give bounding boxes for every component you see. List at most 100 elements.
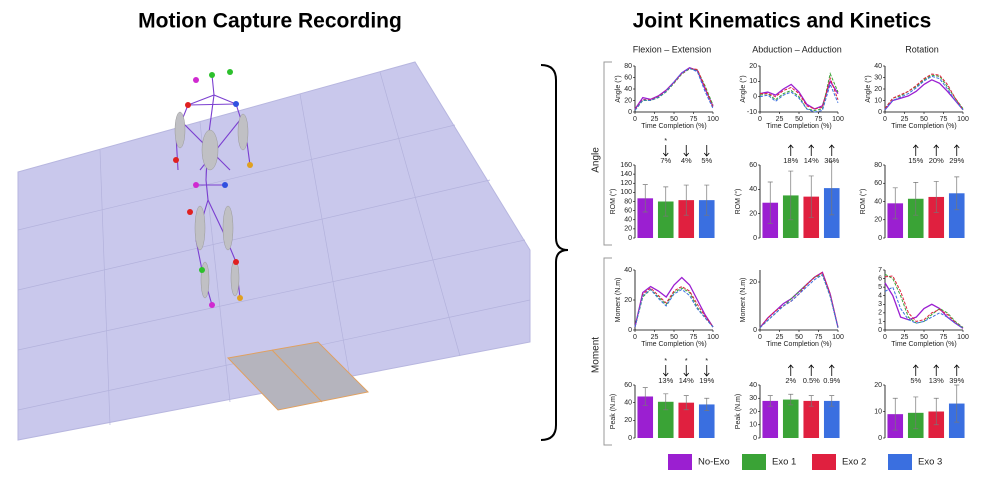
row-label: Angle [591, 147, 602, 173]
x-tick-label: 0 [883, 116, 887, 123]
change-label: 29% [949, 156, 964, 165]
change-arrow [703, 145, 710, 157]
series-line [884, 275, 964, 329]
series-line [634, 68, 714, 111]
right-title: Joint Kinematics and Kinetics [633, 10, 932, 33]
error-bar [933, 181, 939, 213]
y-axis-label: Angle (°) [614, 75, 622, 102]
change-label: 14% [679, 376, 694, 385]
row-label: Moment [591, 337, 602, 373]
y-axis-label: Peak (N.m) [735, 394, 742, 429]
y-tick-label: 20 [624, 97, 632, 104]
y-tick-label: 0 [878, 435, 882, 442]
y-tick-label: 0 [628, 435, 632, 442]
change-label: 0.5% [803, 376, 820, 385]
series-line [634, 288, 714, 328]
series-line [634, 67, 714, 110]
x-tick-label: 25 [776, 116, 784, 123]
y-axis-label: Angle (°) [864, 75, 872, 102]
axis [884, 66, 963, 113]
y-tick-label: 80 [624, 63, 632, 70]
y-tick-label: 0 [753, 327, 757, 334]
error-bar [663, 186, 669, 217]
axis [634, 270, 713, 331]
y-tick-label: 30 [874, 74, 882, 81]
error-bar [892, 187, 898, 220]
legend-label: Exo 1 [772, 457, 796, 468]
y-tick-label: 3 [878, 301, 882, 308]
legend-swatch [812, 454, 836, 470]
y-tick-label: 0 [878, 235, 882, 242]
mocap-scene [17, 61, 531, 441]
change-arrow [787, 144, 794, 156]
x-tick-label: 0 [883, 334, 887, 341]
legend-swatch [888, 454, 912, 470]
legend-label: Exo 2 [842, 457, 866, 468]
change-label: 14% [804, 156, 819, 165]
series-line [884, 286, 964, 329]
x-tick-label: 0 [758, 334, 762, 341]
y-axis-label: ROM (°) [859, 189, 867, 215]
series-line [759, 72, 839, 111]
change-label: 18% [783, 156, 798, 165]
x-tick-label: 25 [651, 116, 659, 123]
series-line [884, 73, 964, 110]
x-tick-label: 75 [940, 334, 948, 341]
change-arrow [912, 364, 919, 376]
x-tick-label: 75 [940, 116, 948, 123]
change-arrow [808, 144, 815, 156]
change-label: 36% [824, 156, 839, 165]
bracket [540, 64, 569, 441]
y-axis-label: ROM (°) [734, 189, 742, 215]
y-axis-label: Peak (N.m) [610, 394, 617, 429]
y-tick-label: 2 [878, 310, 882, 317]
y-axis-label: ROM (°) [609, 189, 617, 215]
column-title: Rotation [905, 44, 939, 54]
error-bar [913, 396, 919, 430]
change-arrow [953, 364, 960, 376]
bar [782, 399, 799, 438]
markers [173, 69, 253, 308]
y-tick-label: 20 [874, 86, 882, 93]
error-bar [954, 384, 960, 423]
series-line [759, 274, 839, 328]
y-tick-label: 40 [624, 267, 632, 274]
bar [657, 201, 674, 238]
error-bar [642, 387, 648, 406]
x-tick-label: 25 [651, 334, 659, 341]
x-tick-label: 50 [670, 334, 678, 341]
change-label: 20% [929, 156, 944, 165]
y-tick-label: 5 [878, 284, 882, 291]
y-axis-label: Moment (N.m) [615, 278, 622, 323]
change-arrow [662, 365, 669, 377]
significance-marker: * [664, 356, 667, 365]
y-tick-label: 0 [628, 109, 632, 116]
x-tick-label: 50 [795, 116, 803, 123]
y-tick-label: 20 [874, 217, 882, 224]
legend-swatch [668, 454, 692, 470]
error-bar [663, 393, 669, 411]
change-arrow [933, 364, 940, 376]
error-bar [683, 184, 689, 216]
change-arrow [662, 145, 669, 157]
y-tick-label: 10 [749, 78, 757, 85]
x-tick-label: 50 [795, 334, 803, 341]
x-tick-label: 75 [690, 334, 698, 341]
bar [887, 203, 904, 238]
y-axis-label: Moment (N.m) [740, 278, 747, 323]
y-tick-label: 20 [749, 211, 757, 218]
x-axis-label: Time Completion (%) [766, 341, 831, 348]
series-line [759, 274, 839, 328]
change-arrow [808, 364, 815, 376]
error-bar [767, 395, 773, 407]
bar [678, 402, 695, 438]
y-tick-label: 40 [749, 382, 757, 389]
y-tick-label: 40 [624, 217, 632, 224]
y-tick-label: 80 [874, 162, 882, 169]
y-tick-label: 4 [878, 293, 882, 300]
error-bar [933, 397, 939, 426]
x-tick-label: 25 [776, 334, 784, 341]
change-label: 15% [908, 156, 923, 165]
column-title: Flexion – Extension [633, 44, 712, 54]
bar [928, 196, 945, 238]
